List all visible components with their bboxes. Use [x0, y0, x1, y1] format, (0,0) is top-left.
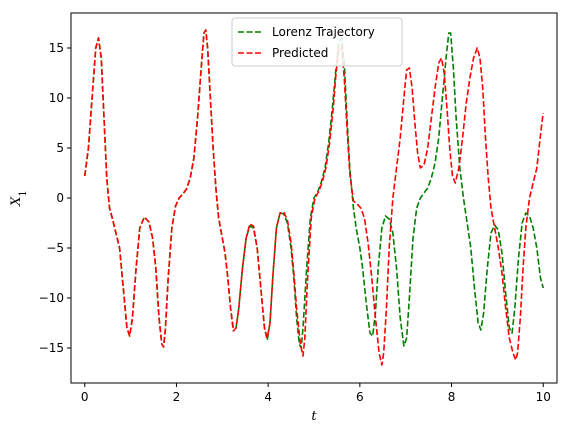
y-tick-label: −5	[46, 241, 64, 255]
legend-entry-label: Lorenz Trajectory	[272, 25, 375, 39]
x-tick-label: 8	[448, 390, 456, 404]
legend-box	[231, 17, 403, 67]
y-tick-label: −10	[39, 291, 64, 305]
y-tick-label: −15	[39, 341, 64, 355]
y-tick-label: 5	[56, 141, 64, 155]
legend-entry-label: Predicted	[272, 46, 328, 60]
x-tick-label: 10	[536, 390, 551, 404]
y-axis-label: X1	[9, 190, 29, 207]
series-line-lorenz-trajectory	[83, 29, 545, 349]
x-axis-label: t	[311, 409, 317, 424]
y-tick-label: 10	[49, 91, 64, 105]
x-tick-label: 2	[173, 390, 181, 404]
legend: Lorenz Trajectory Predicted	[231, 17, 403, 67]
series-line-predicted	[83, 29, 545, 366]
y-tick-label: 15	[49, 41, 64, 55]
ticks-layer: 0 2 4 6 8 10 −15 −10 −5 0 5 10 15	[39, 41, 551, 404]
x-tick-label: 0	[81, 390, 89, 404]
series-layer	[83, 29, 545, 366]
x-tick-label: 4	[264, 390, 272, 404]
x-tick-label: 6	[356, 390, 364, 404]
y-tick-label: 0	[56, 191, 64, 205]
